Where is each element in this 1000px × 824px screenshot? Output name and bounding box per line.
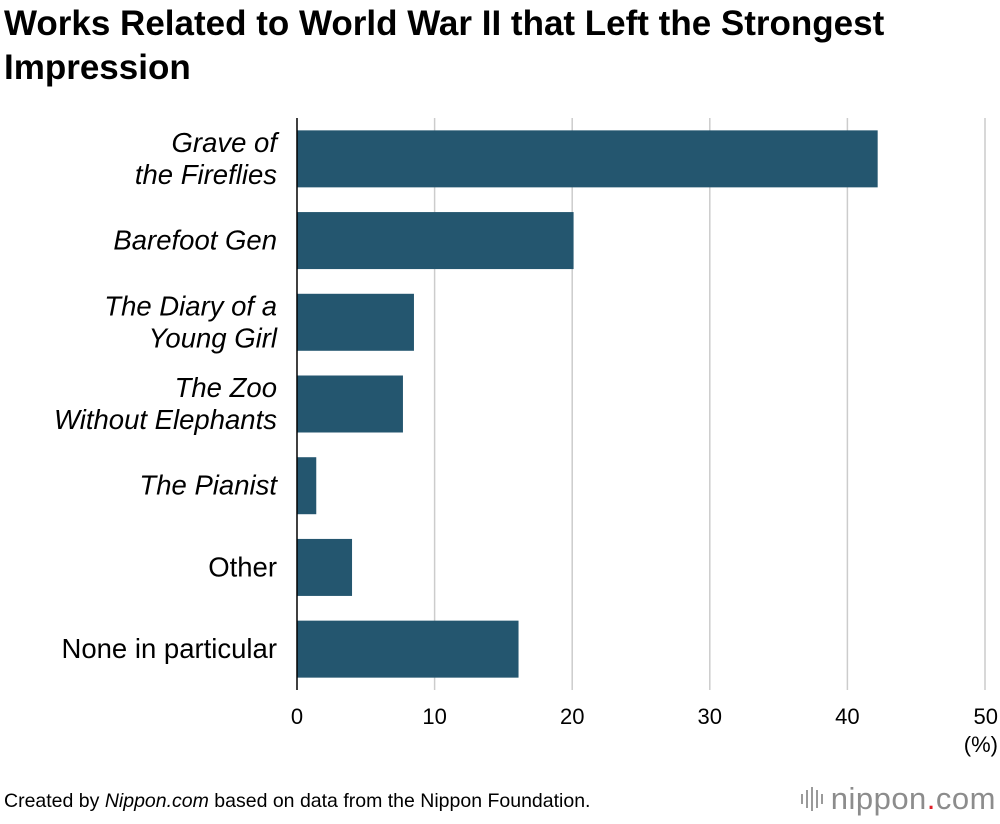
category-label: Grave of bbox=[172, 127, 281, 158]
x-unit-label: (%) bbox=[964, 732, 998, 757]
bar bbox=[297, 620, 519, 678]
bar bbox=[297, 212, 574, 270]
category-label: Barefoot Gen bbox=[113, 225, 277, 256]
bar bbox=[297, 375, 403, 433]
category-label: Without Elephants bbox=[54, 404, 277, 435]
bar bbox=[297, 457, 317, 515]
logo-dot: . bbox=[926, 781, 936, 816]
chart-title: Works Related to World War II that Left … bbox=[4, 4, 885, 87]
bar bbox=[297, 293, 414, 351]
x-tick-label: 30 bbox=[698, 704, 722, 729]
bar bbox=[297, 538, 353, 596]
source-prefix: Created by bbox=[4, 790, 105, 812]
category-label: Other bbox=[208, 551, 277, 582]
nippon-logo: nippon.com bbox=[800, 781, 996, 817]
logo-name: nippon bbox=[830, 781, 927, 816]
x-tick-label: 20 bbox=[560, 704, 584, 729]
sound-bars-icon bbox=[800, 786, 823, 812]
source-suffix: based on data from the Nippon Foundation… bbox=[208, 790, 591, 812]
source-name: Nippon.com bbox=[104, 790, 209, 812]
bar bbox=[297, 130, 878, 188]
logo-wordmark: nippon.com bbox=[831, 781, 996, 817]
source-note: Created by Nippon.com based on data from… bbox=[4, 788, 590, 814]
category-label: The Zoo bbox=[175, 372, 277, 403]
x-tick-label: 10 bbox=[422, 704, 446, 729]
category-label: the Fireflies bbox=[135, 159, 277, 190]
category-label: The Pianist bbox=[139, 470, 278, 501]
category-label: Young Girl bbox=[149, 322, 278, 353]
x-tick-label: 0 bbox=[291, 704, 303, 729]
x-tick-label: 50 bbox=[974, 704, 998, 729]
category-label: None in particular bbox=[61, 633, 277, 664]
x-tick-label: 40 bbox=[835, 704, 859, 729]
category-label: The Diary of a bbox=[104, 290, 277, 321]
logo-tld: com bbox=[935, 781, 996, 816]
